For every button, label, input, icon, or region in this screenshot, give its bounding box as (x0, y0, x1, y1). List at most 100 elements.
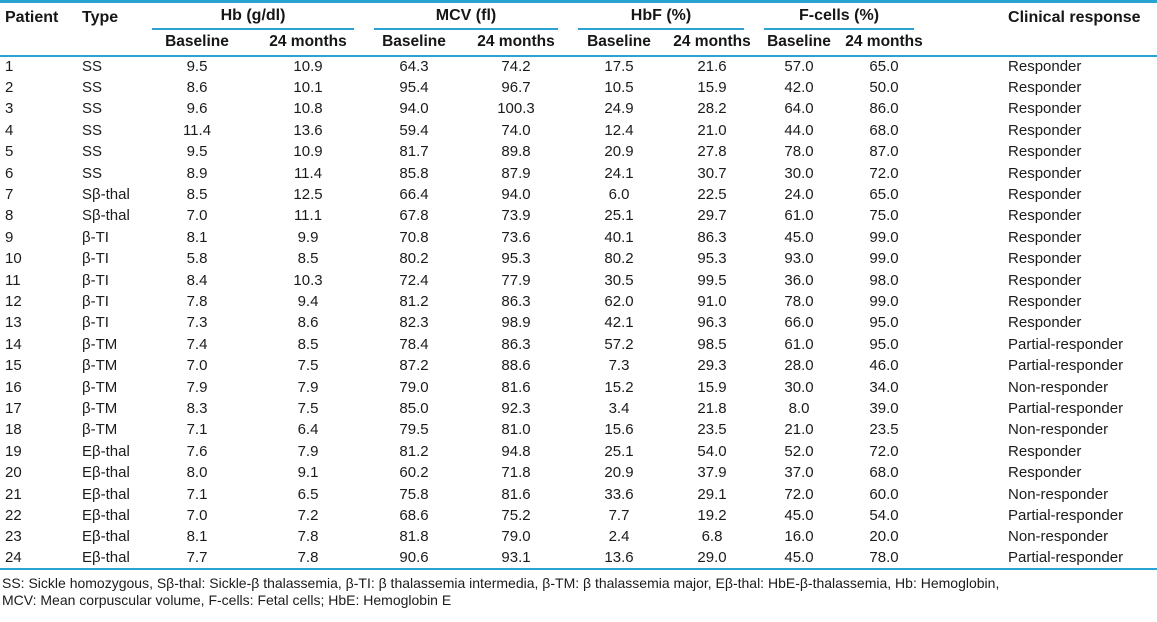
patient-cell: 19 (5, 442, 22, 460)
clinical-response-cell: Partial-responder (1008, 357, 1124, 375)
mcv-baseline-cell: 78.4 (399, 335, 429, 353)
hb-baseline-cell: 7.6 (186, 442, 208, 460)
hb-baseline-cell: 8.1 (186, 228, 208, 246)
mcv-baseline-cell: 81.2 (399, 292, 429, 310)
subheader-fcells-24months: 24 months (845, 33, 923, 50)
mcv-baseline-cell: 72.4 (399, 271, 429, 289)
hbf-baseline-cell: 25.1 (604, 442, 634, 460)
mcv-24months-cell: 96.7 (501, 79, 531, 97)
mcv-baseline-cell: 81.2 (399, 442, 429, 460)
mcv-24months-cell: 74.0 (501, 121, 531, 139)
fcells-24months-cell: 39.0 (869, 399, 899, 417)
hbf-baseline-cell: 62.0 (604, 292, 634, 310)
type-cell: β-TM (82, 399, 118, 417)
mcv-baseline-cell: 75.8 (399, 485, 429, 503)
type-cell: Eβ-thal (82, 506, 130, 524)
type-cell: β-TI (82, 292, 109, 310)
fcells-24months-cell: 23.5 (869, 421, 899, 439)
fcells-24months-cell: 60.0 (869, 485, 899, 503)
group-header-row: Patient Type Hb (g/dl) MCV (fl) HbF (%) … (0, 2, 1157, 30)
table-row: 10 β-TI 5.8 8.5 80.2 95.3 80.2 95.3 93.0 99.0 Resp… (0, 248, 1157, 269)
fcells-24months-cell: 20.0 (869, 528, 899, 546)
hbf-baseline-cell: 80.2 (604, 250, 634, 268)
clinical-response-cell: Responder (1008, 207, 1082, 225)
hb-baseline-cell: 8.1 (186, 528, 208, 546)
hb-24months-cell: 10.8 (293, 100, 323, 118)
mcv-24months-cell: 98.9 (501, 314, 531, 332)
hb-24months-cell: 10.1 (293, 79, 323, 97)
patient-cell: 17 (5, 399, 22, 417)
mcv-baseline-cell: 66.4 (399, 186, 429, 204)
mcv-baseline-cell: 79.5 (399, 421, 429, 439)
table-row: 3 SS 9.6 10.8 94.0 100.3 24.9 28.2 64.0 86.0 Respo… (0, 98, 1157, 119)
patient-cell: 8 (5, 207, 14, 225)
group-header-mcv: MCV (fl) (364, 2, 568, 30)
table-row: 22 Eβ-thal 7.0 7.2 68.6 75.2 7.7 19.2 45.0 54.0 Pa… (0, 505, 1157, 526)
type-cell: Eβ-thal (82, 528, 130, 546)
mcv-24months-cell: 89.8 (501, 143, 531, 161)
table-row: 18 β-TM 7.1 6.4 79.5 81.0 15.6 23.5 21.0 23.5 Non-… (0, 419, 1157, 440)
hbf-baseline-cell: 15.6 (604, 421, 634, 439)
hb-baseline-cell: 11.4 (182, 121, 212, 139)
table-row: 4 SS 11.4 13.6 59.4 74.0 12.4 21.0 44.0 68.0 Respo… (0, 120, 1157, 141)
fcells-baseline-cell: 52.0 (784, 442, 814, 460)
fcells-24months-cell: 68.0 (869, 121, 899, 139)
hb-baseline-cell: 9.5 (186, 58, 208, 76)
hb-24months-cell: 8.5 (297, 335, 319, 353)
hbf-baseline-cell: 13.6 (604, 549, 634, 567)
table-row: 15 β-TM 7.0 7.5 87.2 88.6 7.3 29.3 28.0 46.0 Parti… (0, 355, 1157, 376)
hb-baseline-cell: 7.1 (186, 485, 208, 503)
subheader-hbf-24months: 24 months (673, 33, 751, 50)
fcells-baseline-cell: 72.0 (784, 485, 814, 503)
group-header-fcells-label: F-cells (%) (764, 7, 915, 30)
hb-baseline-cell: 7.0 (186, 357, 208, 375)
mcv-24months-cell: 77.9 (501, 271, 531, 289)
type-cell: SS (82, 79, 103, 97)
fcells-baseline-cell: 37.0 (784, 464, 814, 482)
patient-cell: 11 (5, 271, 21, 289)
clinical-response-cell: Responder (1008, 100, 1082, 118)
hb-baseline-cell: 9.6 (186, 100, 208, 118)
hb-baseline-cell: 8.5 (186, 186, 208, 204)
hbf-24months-cell: 19.2 (697, 506, 727, 524)
hbf-24months-cell: 37.9 (697, 464, 727, 482)
hbf-24months-cell: 6.8 (701, 528, 723, 546)
fcells-baseline-cell: 42.0 (784, 79, 814, 97)
fcells-24months-cell: 54.0 (869, 506, 899, 524)
patient-cell: 9 (5, 228, 14, 246)
clinical-response-cell: Responder (1008, 164, 1082, 182)
mcv-baseline-cell: 59.4 (399, 121, 429, 139)
fcells-baseline-cell: 8.0 (788, 399, 810, 417)
fcells-baseline-cell: 78.0 (784, 292, 814, 310)
subheader-mcv-baseline: Baseline (382, 33, 446, 50)
mcv-baseline-cell: 87.2 (399, 357, 429, 375)
subheader-row: Baseline 24 months Baseline 24 months Ba… (0, 30, 1157, 56)
fcells-24months-cell: 95.0 (869, 314, 899, 332)
fcells-baseline-cell: 78.0 (784, 143, 814, 161)
clinical-response-cell: Responder (1008, 143, 1082, 161)
hb-baseline-cell: 9.5 (186, 143, 208, 161)
hb-baseline-cell: 7.7 (186, 549, 208, 567)
type-cell: β-TI (82, 271, 109, 289)
mcv-baseline-cell: 68.6 (399, 506, 429, 524)
fcells-baseline-cell: 21.0 (784, 421, 814, 439)
type-cell: β-TM (82, 421, 118, 439)
hbf-24months-cell: 21.0 (697, 121, 727, 139)
type-cell: Sβ-thal (82, 207, 130, 225)
footnote-line-2: MCV: Mean corpuscular volume, F-cells: F… (2, 591, 452, 608)
clinical-response-cell: Responder (1008, 58, 1082, 76)
patient-cell: 10 (5, 250, 22, 268)
type-cell: β-TI (82, 314, 109, 332)
table-row: 19 Eβ-thal 7.6 7.9 81.2 94.8 25.1 54.0 52.0 72.0 R… (0, 441, 1157, 462)
fcells-24months-cell: 46.0 (869, 357, 899, 375)
hb-24months-cell: 9.1 (297, 464, 319, 482)
col-header-type: Type (82, 9, 119, 26)
table-row: 17 β-TM 8.3 7.5 85.0 92.3 3.4 21.8 8.0 39.0 Partia… (0, 398, 1157, 419)
hb-24months-cell: 9.4 (297, 292, 319, 310)
hb-baseline-cell: 7.0 (186, 506, 208, 524)
clinical-response-cell: Responder (1008, 186, 1082, 204)
hbf-baseline-cell: 30.5 (604, 271, 634, 289)
clinical-response-cell: Responder (1008, 271, 1082, 289)
mcv-24months-cell: 81.6 (501, 378, 531, 396)
type-cell: SS (82, 100, 103, 118)
